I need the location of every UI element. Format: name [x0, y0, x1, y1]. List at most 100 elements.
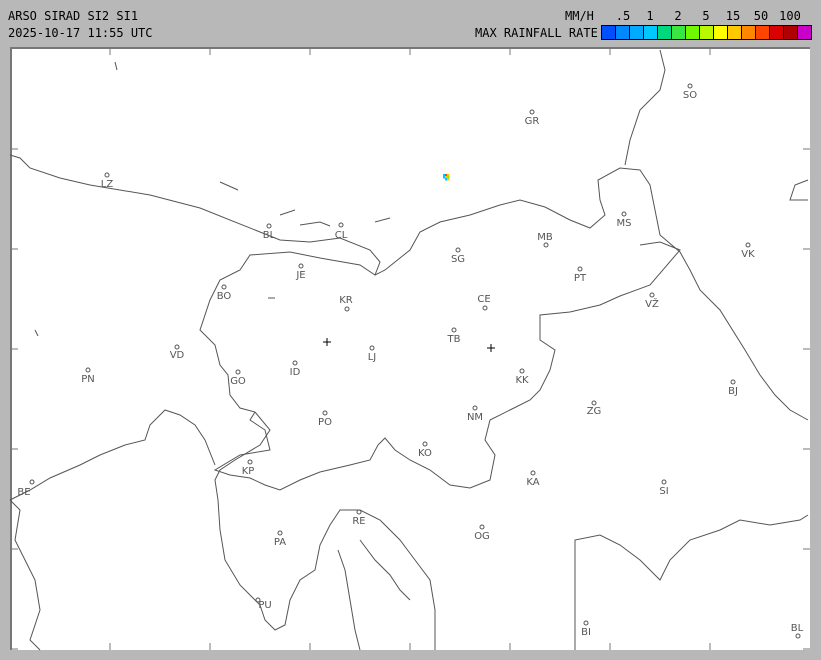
- city-label: KO: [418, 448, 432, 459]
- legend-swatch: [798, 26, 811, 39]
- cross-icon: [323, 338, 331, 346]
- city-dot: [455, 247, 461, 253]
- legend-unit: MM/H: [565, 9, 594, 23]
- city-label: CE: [477, 294, 490, 305]
- city-dot: [472, 405, 478, 411]
- map-area[interactable]: [10, 47, 810, 650]
- city-dot: [174, 344, 180, 350]
- city-dot: [298, 263, 304, 269]
- legend-tick: 1: [646, 9, 654, 23]
- city-dot: [338, 222, 344, 228]
- legend-swatch: [756, 26, 770, 39]
- city-dot: [591, 400, 597, 406]
- legend-label: MAX RAINFALL RATE: [475, 26, 598, 40]
- city-dot: [255, 597, 261, 603]
- rain-pixel: [447, 178, 450, 181]
- city-dot: [543, 242, 549, 248]
- city-dot: [530, 470, 536, 476]
- city-dot: [795, 633, 801, 639]
- city-label: KR: [339, 295, 353, 306]
- legend-swatch: [770, 26, 784, 39]
- rain-pixel: [445, 178, 448, 181]
- city-dot: [745, 242, 751, 248]
- legend-swatch: [700, 26, 714, 39]
- legend-swatch: [728, 26, 742, 39]
- product-title: ARSO SIRAD SI2 SI1: [8, 9, 139, 23]
- city-dot: [621, 211, 627, 217]
- rain-pixel: [447, 176, 450, 179]
- city-label: PO: [318, 417, 332, 428]
- city-label: KA: [526, 477, 539, 488]
- legend-swatch: [644, 26, 658, 39]
- legend-tick: 50: [753, 9, 769, 23]
- city-dot: [221, 284, 227, 290]
- city-label: PT: [574, 273, 587, 284]
- city-dot: [369, 345, 375, 351]
- city-label: KP: [242, 466, 255, 477]
- city-label: JE: [295, 270, 305, 281]
- cross-icon: [487, 344, 495, 352]
- legend-swatch: [630, 26, 644, 39]
- legend-swatch: [602, 26, 616, 39]
- city-label: GO: [230, 376, 246, 387]
- rain-pixel: [443, 176, 446, 179]
- city-label: PN: [81, 374, 95, 385]
- city-label: CL: [335, 230, 348, 241]
- legend-swatch: [714, 26, 728, 39]
- city-label: KK: [515, 375, 529, 386]
- city-label: SO: [683, 90, 697, 101]
- rain-echo: [443, 174, 450, 181]
- island-krk: [337, 539, 411, 651]
- city-label: GR: [525, 116, 540, 127]
- city-dot: [85, 367, 91, 373]
- city-dot: [266, 223, 272, 229]
- rain-pixel: [447, 174, 450, 177]
- border-hungary: [624, 49, 809, 201]
- city-label: TB: [447, 334, 461, 345]
- city-markers: SO GR LZ BL CL MB SG MS VK JE PT BO KR CE VŽ TB VD LJ ID PN…: [17, 83, 804, 639]
- city-label: PA: [274, 537, 286, 548]
- borders-coastlines: [9, 49, 809, 651]
- city-dot: [29, 479, 35, 485]
- city-label: VŽ: [645, 297, 659, 310]
- city-label: VK: [741, 249, 755, 260]
- city-dot: [479, 524, 485, 530]
- border-croatia-slovenia: [213, 241, 681, 491]
- city-label: SI: [659, 486, 668, 497]
- city-dot: [687, 83, 693, 89]
- lake-islands: [34, 61, 391, 337]
- city-dot: [247, 459, 253, 465]
- city-dot: [104, 172, 110, 178]
- city-label: LZ: [101, 179, 114, 190]
- city-dot: [583, 620, 589, 626]
- legend-swatch: [616, 26, 630, 39]
- city-dot: [519, 368, 525, 374]
- rain-pixel: [443, 174, 446, 177]
- city-label: OG: [474, 531, 490, 542]
- city-label: BL: [791, 623, 804, 634]
- legend-tick: 5: [702, 9, 710, 23]
- city-label: LJ: [368, 352, 377, 363]
- coast-lagoon: [9, 499, 41, 651]
- city-dot: [482, 305, 488, 311]
- legend-tick: 2: [674, 9, 682, 23]
- coast-gulf-trieste: [214, 411, 436, 650]
- city-dot: [649, 292, 655, 298]
- legend-swatch: [658, 26, 672, 39]
- city-dot: [235, 369, 241, 375]
- city-dot: [577, 266, 583, 272]
- city-label: MB: [537, 232, 553, 243]
- city-dot: [661, 479, 667, 485]
- city-label: VD: [170, 350, 185, 361]
- radar-sites: [323, 338, 495, 352]
- legend-swatch: [686, 26, 700, 39]
- city-dot: [451, 327, 457, 333]
- city-label: BJ: [728, 386, 738, 397]
- city-label: SG: [451, 254, 465, 265]
- city-label: ZG: [587, 406, 602, 417]
- city-label: PU: [258, 600, 271, 611]
- city-dot: [356, 509, 362, 515]
- city-dot: [529, 109, 535, 115]
- city-dot: [292, 360, 298, 366]
